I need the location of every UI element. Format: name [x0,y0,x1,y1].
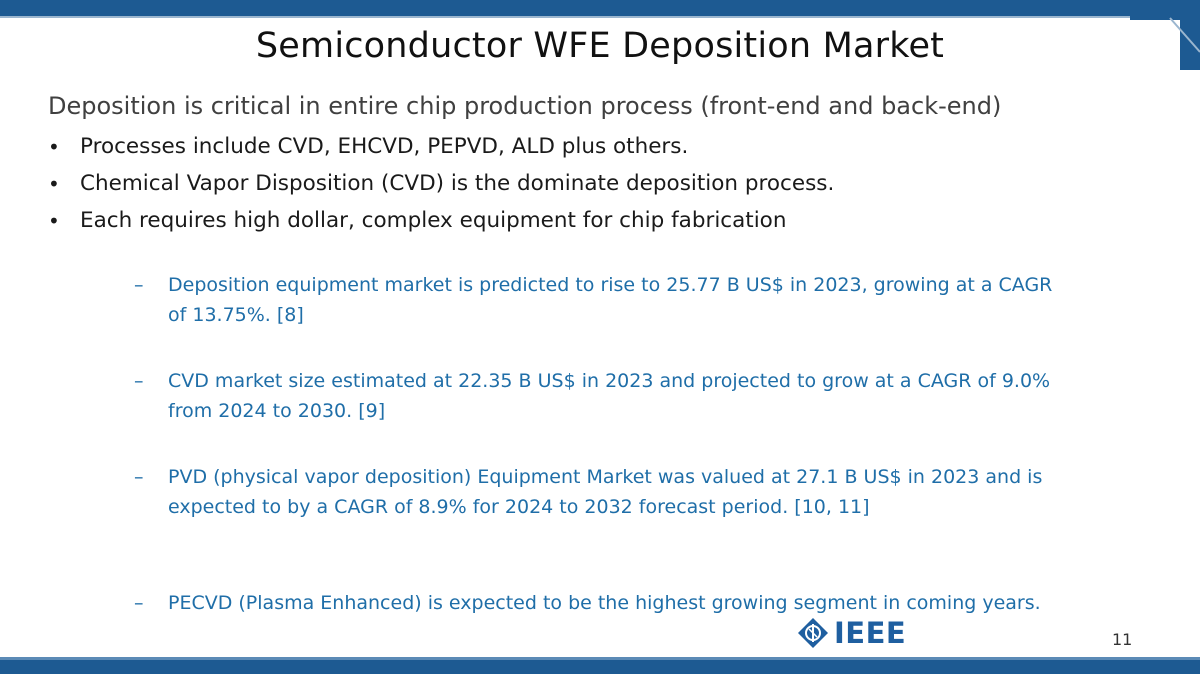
bullet-icon: • [48,135,60,159]
page-number: 11 [1112,630,1133,649]
dash-icon: – [134,370,144,392]
bullet-icon: • [48,209,60,233]
ieee-diamond-icon [798,618,828,648]
bullet-item: • Processes include CVD, EHCVD, PEPVD, A… [48,134,1148,171]
bottom-accent-line [0,657,1200,660]
intro-text: Deposition is critical in entire chip pr… [48,92,1002,120]
sub-point-text: CVD market size estimated at 22.35 B US$… [168,370,1051,422]
ieee-logo: IEEE [798,614,960,652]
dash-icon: – [134,592,144,614]
bullet-item: • Each requires high dollar, complex equ… [48,208,1148,245]
sub-point-item: – PECVD (Plasma Enhanced) is expected to… [134,588,1054,618]
sub-point-item: – PVD (physical vapor deposition) Equipm… [134,462,1054,522]
bullet-text: Processes include CVD, EHCVD, PEPVD, ALD… [80,134,689,159]
sub-point-text: PVD (physical vapor deposition) Equipmen… [168,466,1043,518]
bullet-icon: • [48,172,60,196]
dash-icon: – [134,466,144,488]
sub-point-text: Deposition equipment market is predicted… [168,274,1053,326]
sub-point-item: – CVD market size estimated at 22.35 B U… [134,366,1054,426]
slide-title: Semiconductor WFE Deposition Market [255,26,945,66]
bullet-text: Each requires high dollar, complex equip… [80,208,787,233]
bullet-text: Chemical Vapor Disposition (CVD) is the … [80,171,835,196]
top-accent-line [0,16,1200,18]
dash-icon: – [134,274,144,296]
bottom-accent-bar [0,660,1200,674]
ieee-logo-text: IEEE [834,616,907,650]
bullet-list: • Processes include CVD, EHCVD, PEPVD, A… [48,134,1148,245]
sub-point-item: – Deposition equipment market is predict… [134,270,1054,330]
sub-point-text: PECVD (Plasma Enhanced) is expected to b… [168,592,1041,614]
top-accent-bar [0,0,1200,16]
bullet-item: • Chemical Vapor Disposition (CVD) is th… [48,171,1148,208]
corner-decoration [1130,0,1200,70]
